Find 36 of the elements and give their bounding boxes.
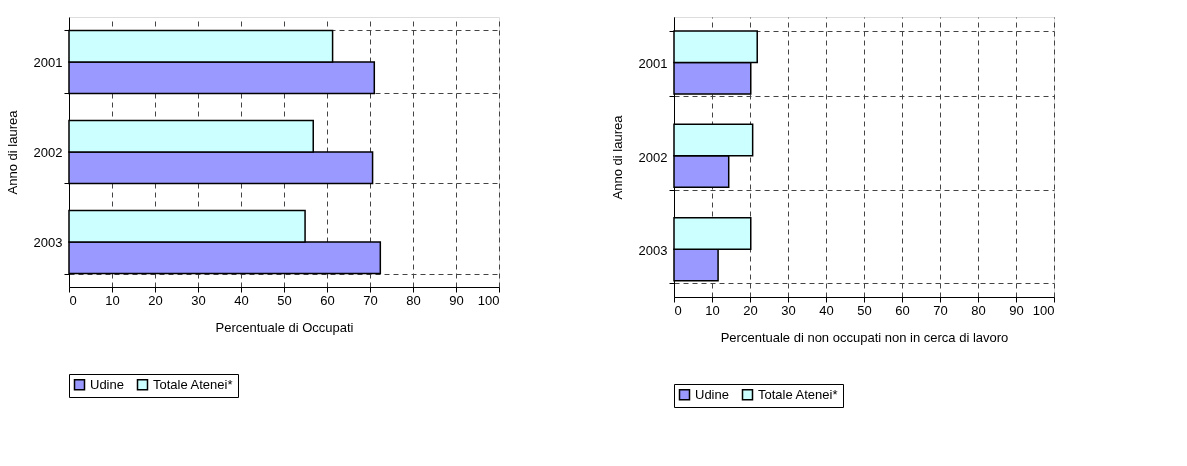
x-tick-label: 50 xyxy=(857,302,872,318)
x-tick-label: 40 xyxy=(234,292,249,308)
x-tick-label: 60 xyxy=(320,292,335,308)
y-tick-label: 2002 xyxy=(638,149,668,165)
y-tick-label: 2003 xyxy=(638,242,668,258)
x-tick-label: 30 xyxy=(191,292,206,308)
x-tick-label: 100 xyxy=(1032,302,1055,318)
y-tick-label: 2002 xyxy=(33,144,63,160)
x-tick-label: 30 xyxy=(781,302,796,318)
x-tick-label: 0 xyxy=(69,292,77,308)
legend-label: Totale Atenei* xyxy=(758,386,838,402)
x-axis-title: Percentuale di non occupati non in cerca di lavoro xyxy=(720,329,1009,345)
legend-label: Udine xyxy=(90,376,124,392)
x-tick-label: 10 xyxy=(105,292,120,308)
x-tick-label: 70 xyxy=(363,292,378,308)
y-axis-title: Anno di laurea xyxy=(609,114,625,200)
x-tick-label: 20 xyxy=(148,292,163,308)
x-axis-title: Percentuale di Occupati xyxy=(215,319,354,335)
x-tick-label: 20 xyxy=(743,302,758,318)
x-tick-label: 0 xyxy=(674,302,682,318)
x-tick-label: 100 xyxy=(477,292,500,308)
x-tick-label: 70 xyxy=(933,302,948,318)
y-tick-label: 2001 xyxy=(33,54,63,70)
x-tick-label: 40 xyxy=(819,302,834,318)
x-tick-label: 80 xyxy=(971,302,986,318)
y-tick-label: 2003 xyxy=(33,234,63,250)
y-tick-label: 2001 xyxy=(638,56,668,72)
x-tick-label: 90 xyxy=(1009,302,1024,318)
y-axis-title: Anno di laurea xyxy=(4,109,20,195)
legend-label: Udine xyxy=(695,386,729,402)
x-tick-label: 60 xyxy=(895,302,910,318)
x-tick-label: 80 xyxy=(406,292,421,308)
x-tick-label: 90 xyxy=(449,292,464,308)
legend-label: Totale Atenei* xyxy=(153,376,233,392)
x-tick-label: 10 xyxy=(705,302,720,318)
x-tick-label: 50 xyxy=(277,292,292,308)
